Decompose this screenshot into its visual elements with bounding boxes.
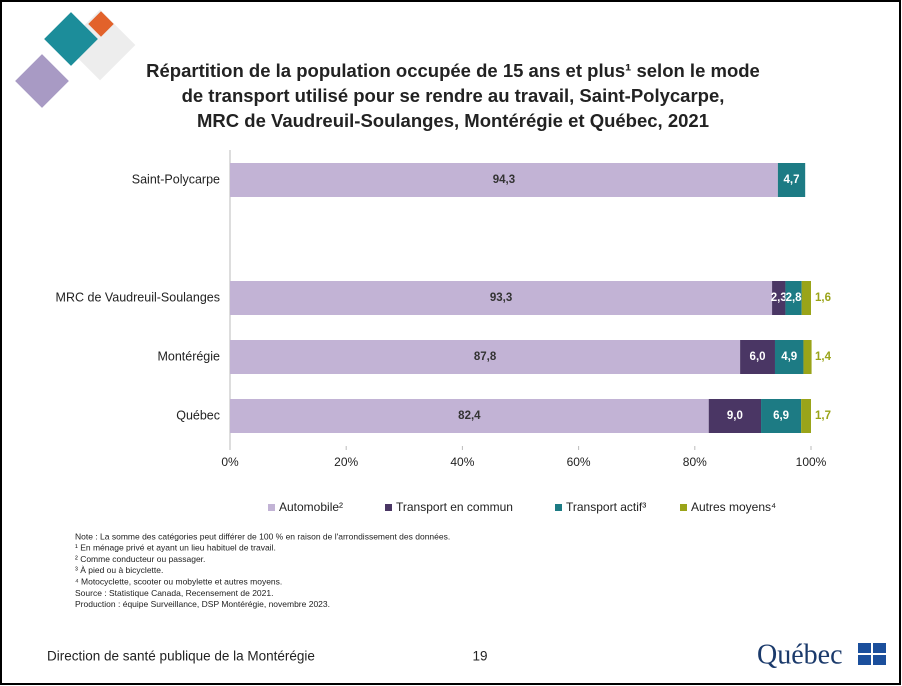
- bar-segment: [230, 399, 709, 433]
- category-label: Saint-Polycarpe: [132, 172, 220, 186]
- legend-label: Transport actif³: [566, 500, 646, 514]
- note-line: Production : équipe Surveillance, DSP Mo…: [75, 599, 330, 609]
- category-label: Québec: [176, 408, 220, 422]
- bar-segment: [801, 399, 811, 433]
- value-label: 6,0: [750, 351, 766, 363]
- x-tick-label: 80%: [683, 455, 707, 469]
- note-line: ⁴ Motocyclette, scooter ou mobylette et …: [75, 576, 282, 586]
- note-line: ² Comme conducteur ou passager.: [75, 554, 205, 564]
- value-label: 9,0: [727, 410, 743, 422]
- note-line: Source : Statistique Canada, Recensement…: [75, 588, 273, 598]
- logo: Québec: [757, 639, 843, 670]
- bar-segment: [803, 340, 812, 374]
- value-label: 82,4: [458, 410, 481, 422]
- title: Répartition de la population occupée de …: [146, 60, 760, 131]
- footer-organization: Direction de santé publique de la Montér…: [47, 649, 315, 664]
- x-tick-label: 100%: [796, 455, 827, 469]
- bar-segment: [708, 399, 762, 433]
- legend-swatch: [680, 504, 687, 511]
- x-tick-label: 40%: [450, 455, 474, 469]
- value-label: 2,8: [786, 292, 803, 304]
- x-tick-label: 60%: [567, 455, 591, 469]
- legend-label: Autres moyens⁴: [691, 500, 776, 514]
- value-label: 6,9: [773, 410, 789, 422]
- legend-label: Automobile²: [279, 500, 343, 514]
- note-line: Note : La somme des catégories peut diff…: [75, 531, 450, 541]
- value-label: 4,7: [784, 174, 800, 186]
- bar-segment: [230, 281, 773, 315]
- title-line: MRC de Vaudreuil-Soulanges, Montérégie e…: [197, 110, 709, 131]
- value-label: 93,3: [490, 292, 512, 304]
- page-number: 19: [472, 649, 487, 664]
- x-tick-label: 20%: [334, 455, 358, 469]
- note-line: ³ À pied ou à bicyclette.: [75, 565, 163, 575]
- bar-segment: [801, 281, 811, 315]
- title-line: de transport utilisé pour se rendre au t…: [182, 85, 725, 106]
- plot: 0% 20% 40% 60% 80% 100% Saint-Polycarpe 94,3 4,7…: [56, 163, 832, 469]
- legend-swatch: [385, 504, 392, 511]
- bar-segment: [230, 163, 778, 197]
- value-label: 2,3: [771, 292, 787, 304]
- bar-segment: [740, 340, 775, 374]
- value-label: 1,4: [815, 351, 832, 363]
- value-label: 94,3: [493, 174, 515, 186]
- title-line: Répartition de la population occupée de …: [146, 60, 760, 81]
- value-label: 4,9: [781, 351, 797, 363]
- x-tick-label: 0%: [221, 455, 239, 469]
- legend-label: Transport en commun: [396, 500, 513, 514]
- bar-segment: [230, 340, 741, 374]
- logo-flag: [858, 643, 886, 665]
- bar-segment: [761, 399, 802, 433]
- category-label: Montérégie: [157, 349, 220, 363]
- category-label: MRC de Vaudreuil-Soulanges: [56, 290, 220, 304]
- note-line: ¹ En ménage privé et ayant un lieu habit…: [75, 543, 276, 553]
- bar-segment: [772, 281, 786, 315]
- legend-swatch: [268, 504, 275, 511]
- value-label: 1,7: [815, 410, 831, 422]
- bar-segment: [785, 281, 802, 315]
- legend-swatch: [555, 504, 562, 511]
- bar-segment: [777, 163, 806, 197]
- notes: Note : La somme des catégories peut diff…: [75, 531, 450, 609]
- value-label: 1,6: [815, 292, 831, 304]
- bar-segment: [774, 340, 804, 374]
- value-label: 87,8: [474, 351, 497, 363]
- legend: Automobile² Transport en commun Transport …: [268, 500, 776, 514]
